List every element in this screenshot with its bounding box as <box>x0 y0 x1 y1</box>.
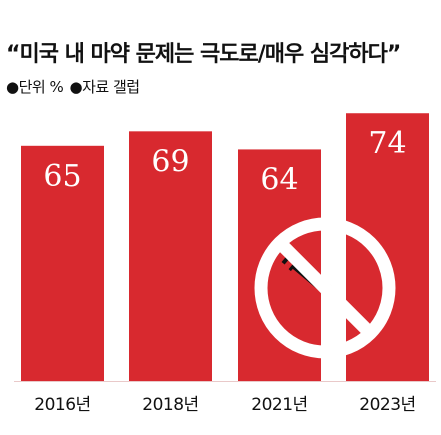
chart-meta: ●단위 % ●자료 갤럽 <box>6 76 142 97</box>
source-label: ●자료 갤럽 <box>69 78 141 96</box>
prohibition-ring <box>254 217 396 359</box>
chart-title: “미국 내 마약 문제는 극도로/매우 심각하다” <box>6 42 401 67</box>
bar-value-label: 64 <box>260 162 298 197</box>
x-tick-label: 2023년 <box>359 395 415 415</box>
bars-group <box>21 113 429 381</box>
x-tick-label: 2021년 <box>251 395 307 415</box>
no-drugs-icon <box>254 217 396 359</box>
prohibition-slash <box>275 238 375 338</box>
ticks-group: 2016년 2018년 2021년 2023년 <box>14 381 436 415</box>
unit-label: ●단위 % <box>6 78 64 96</box>
bar-value-label: 65 <box>43 159 81 194</box>
bar-2018년 <box>129 131 212 381</box>
bar-value-label: 69 <box>151 144 189 179</box>
labels-group: 65 69 64 74 <box>43 126 406 197</box>
x-tick-label: 2016년 <box>34 395 90 415</box>
bar-2016년 <box>21 145 104 381</box>
x-tick-label: 2018년 <box>142 395 198 415</box>
bar-value-label: 74 <box>368 126 406 161</box>
